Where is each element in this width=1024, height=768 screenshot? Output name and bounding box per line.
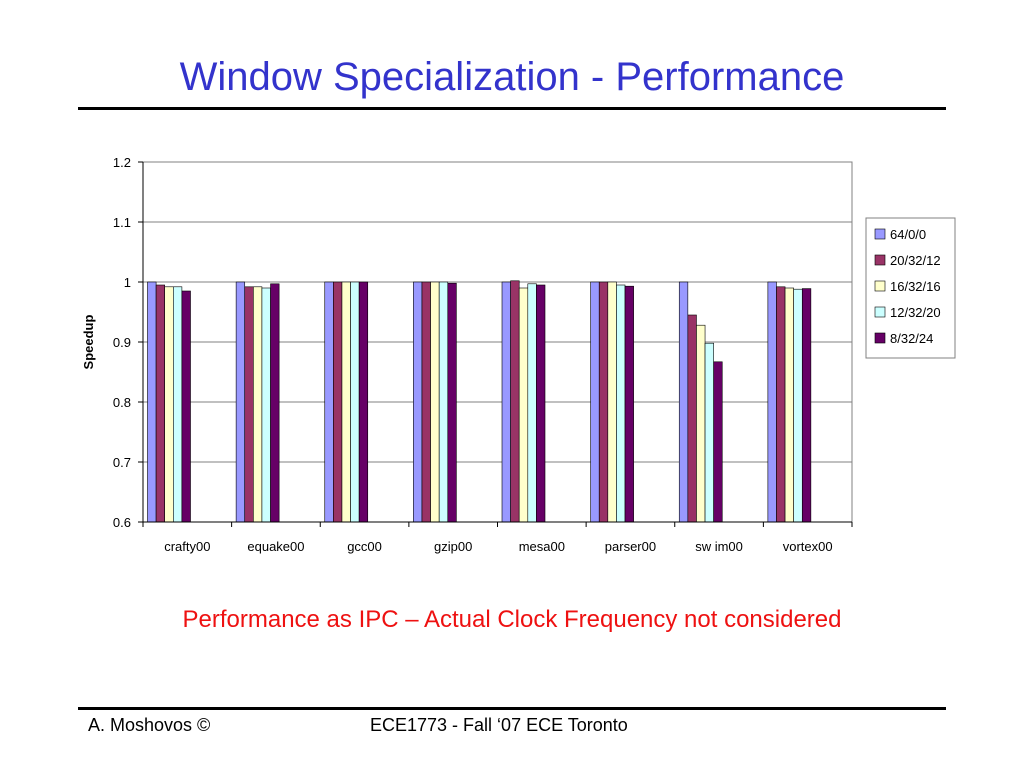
bar [413, 281, 423, 523]
y-tick-label: 1.2 [113, 155, 131, 170]
legend: 64/0/0 20/32/12 16/32/16 12/32/20 8/32/24 [865, 217, 956, 359]
y-tick-label: 0.9 [113, 335, 131, 350]
bar [784, 287, 794, 523]
bar [704, 342, 714, 523]
bar [430, 281, 440, 523]
bar [358, 281, 369, 523]
bar [510, 280, 520, 523]
footer-course: ECE1773 - Fall ‘07 ECE Toronto [370, 715, 628, 735]
bar [253, 286, 263, 523]
bar [590, 281, 600, 523]
y-tick-label: 1 [124, 275, 131, 290]
bar [767, 281, 777, 523]
legend-swatch [874, 332, 886, 344]
x-tick-label: equake00 [247, 539, 304, 554]
x-tick-label: sw im00 [695, 539, 743, 554]
bar [447, 282, 457, 523]
y-tick-label: 1.1 [113, 215, 131, 230]
bar [696, 324, 706, 523]
bar [518, 287, 529, 523]
x-tick-label: parser00 [605, 539, 656, 554]
x-tick-label: vortex00 [783, 539, 833, 554]
legend-label: 16/32/16 [890, 279, 941, 294]
bar [173, 286, 183, 523]
footer-author: A. Moshovos © [88, 715, 211, 735]
bar [333, 281, 343, 523]
legend-swatch [874, 306, 886, 318]
bar [713, 361, 723, 523]
bar [350, 281, 360, 523]
bar [776, 286, 786, 523]
legend-swatch [874, 254, 886, 266]
x-tick-label: gzip00 [434, 539, 472, 554]
bar [270, 283, 280, 523]
bar [793, 288, 803, 523]
legend-swatch [874, 228, 886, 240]
bar [155, 284, 166, 523]
slide-title: Window Specialization - Performance [179, 55, 845, 99]
bar [164, 286, 174, 523]
bar [501, 281, 511, 523]
title-divider [78, 107, 946, 110]
legend-label: 8/32/24 [890, 331, 933, 346]
y-tick-labels: 0.6 0.7 0.8 0.9 1 1.1 1.2 [113, 155, 131, 530]
legend-label: 20/32/12 [890, 253, 941, 268]
legend-swatch [874, 280, 886, 292]
bar [598, 281, 609, 523]
bar [536, 284, 546, 523]
x-tick-label: mesa00 [519, 539, 565, 554]
x-tick-labels: crafty00 equake00 gcc00 gzip00 mesa00 parser0… [164, 539, 832, 554]
bar [421, 281, 431, 523]
bar [607, 281, 617, 523]
bar [235, 281, 246, 523]
bar [678, 281, 689, 523]
x-tick-label: gcc00 [347, 539, 382, 554]
y-tick-label: 0.7 [113, 455, 131, 470]
bar [181, 290, 191, 523]
bars [147, 280, 812, 523]
bar [244, 286, 254, 523]
legend-label: 64/0/0 [890, 227, 926, 242]
legend-label: 12/32/20 [890, 305, 941, 320]
bar [527, 283, 537, 523]
bar [801, 288, 812, 523]
slide-subtitle: Performance as IPC – Actual Clock Freque… [182, 606, 842, 633]
bar [261, 287, 271, 523]
axes [138, 161, 853, 527]
bar [147, 281, 157, 523]
bar [687, 314, 697, 523]
footer-divider [78, 707, 946, 710]
bar [438, 281, 449, 523]
bar [324, 281, 334, 523]
bar [616, 284, 626, 523]
bar [341, 281, 351, 523]
bar [624, 285, 634, 523]
y-axis-label: Speedup [81, 314, 96, 369]
y-tick-label: 0.6 [113, 515, 131, 530]
y-tick-label: 0.8 [113, 395, 131, 410]
x-tick-label: crafty00 [164, 539, 210, 554]
